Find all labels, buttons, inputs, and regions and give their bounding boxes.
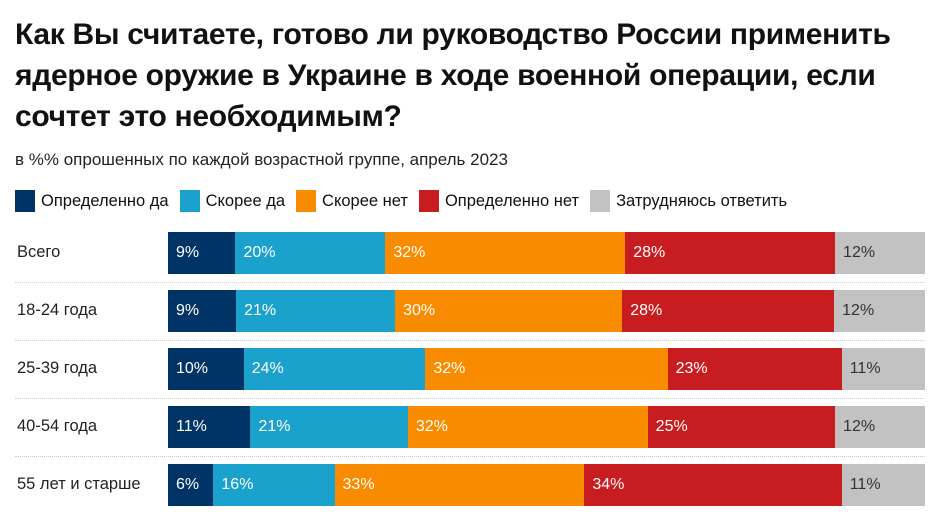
bar-segment: 9% [168,290,237,332]
bar-segment: 24% [243,348,426,390]
legend-item: Затрудняюсь ответить [590,190,787,212]
bar-segment: 11% [841,464,926,506]
data-label: 20% [243,244,276,261]
chart-title: Как Вы считаете, готово ли руководство Р… [15,18,891,133]
row-divider [15,398,925,399]
legend-item: Определенно нет [418,190,580,212]
legend-label: Скорее да [205,191,286,210]
row-divider [15,456,925,457]
bar-segment: 11% [841,348,926,390]
bar-segment: 33% [334,464,585,506]
bar-segment: 30% [395,290,623,332]
data-label: 34% [592,476,625,493]
bar-segment: 21% [236,290,396,332]
data-label: 21% [258,418,291,435]
bar-segment: 25% [647,406,836,448]
legend-swatch [15,190,35,212]
data-label: 10% [176,360,209,377]
bar-segment: 28% [622,290,835,332]
data-label: 9% [176,244,200,261]
data-label: 25% [655,418,688,435]
data-label: 28% [630,302,663,319]
bar-segment: 32% [425,348,669,390]
data-label: 32% [415,418,448,435]
legend-swatch [590,190,611,212]
data-label: 12% [843,244,876,261]
legend-label: Определенно да [41,191,169,210]
legend-swatch [418,190,439,212]
bar-segment: 12% [835,406,926,448]
chart-subtitle: в %% опрошенных по каждой возрастной гру… [15,150,508,169]
bar-segment: 6% [168,464,214,506]
bar-segment: 10% [168,348,245,390]
data-label: 11% [176,418,207,435]
data-label: 33% [342,476,375,493]
bar-segment: 12% [835,232,926,274]
bar-segment: 11% [168,406,251,448]
category-label: 55 лет и старше [17,475,141,493]
data-label: 9% [176,302,200,319]
data-label: 23% [675,360,708,377]
data-label: 28% [633,244,666,261]
legend-swatch [296,190,317,212]
bar-segment: 28% [625,232,836,274]
legend: Определенно да Скорее да Скорее нет Определ… [15,190,787,212]
category-label: 25-39 года [17,359,98,377]
bar-segment: 23% [667,348,843,390]
legend-label: Затрудняюсь ответить [616,191,788,210]
bar-segment: 20% [235,232,386,274]
data-label: 12% [842,302,875,319]
bar-segment: 32% [385,232,626,274]
bar-segment: 9% [168,232,236,274]
category-label: 18-24 года [17,301,98,319]
row-divider [15,282,925,283]
data-label: 32% [433,360,466,377]
legend-item: Скорее да [179,190,286,212]
category-label: 40-54 года [17,417,98,435]
legend-item: Скорее нет [296,190,408,212]
data-label: 30% [403,302,436,319]
row-divider [15,340,925,341]
bar-segment: 32% [407,406,649,448]
legend-item: Определенно да [15,190,169,212]
category-label: Всего [17,243,61,261]
bar-segment: 16% [213,464,336,506]
data-label: 12% [843,418,876,435]
bar-segment: 34% [584,464,843,506]
data-label: 21% [244,302,277,319]
legend-swatch [179,190,200,212]
data-label: 11% [849,360,881,377]
legend-label: Скорее нет [322,191,408,210]
bar-segment: 12% [834,290,926,332]
data-label: 6% [176,476,200,493]
data-label: 24% [251,360,284,377]
data-label: 16% [221,476,254,493]
bar-segment: 21% [250,406,409,448]
data-label: 11% [849,476,881,493]
data-label: 32% [393,244,426,261]
legend-label: Определенно нет [444,191,580,210]
